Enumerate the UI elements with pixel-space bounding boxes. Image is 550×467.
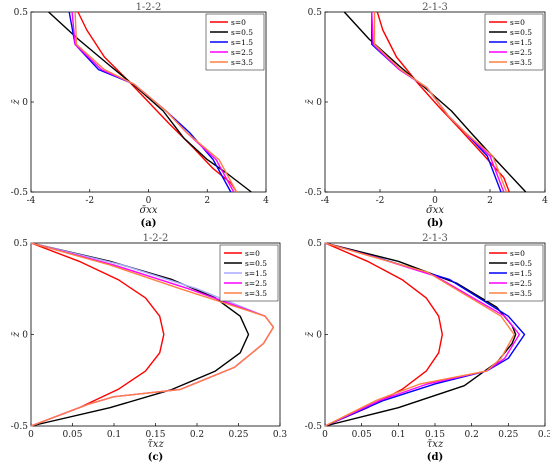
panel-title: 1-2-2 — [136, 2, 162, 13]
series-line — [74, 11, 238, 193]
legend-label: s=1.5 — [510, 269, 532, 278]
x-tick-label: 0 — [432, 196, 438, 206]
legend-label: s=2.5 — [245, 279, 267, 288]
x-axis-label: τ̄xz — [427, 439, 444, 450]
series-line — [30, 242, 165, 427]
legend-label: s=3.5 — [245, 289, 267, 298]
x-tick-label: 2 — [204, 196, 210, 206]
legend-label: s=1.5 — [231, 38, 253, 47]
x-axis-label: σ̄xx — [139, 205, 157, 216]
series-line — [30, 242, 250, 427]
x-axis-label: τ̄xz — [147, 439, 164, 450]
x-tick-label: 0.2 — [190, 430, 204, 440]
x-axis-label: σ̄xx — [426, 205, 444, 216]
x-tick-label: 0 — [322, 430, 328, 440]
x-tick-label: 0 — [146, 196, 152, 206]
y-tick-label: 0.5 — [14, 239, 29, 249]
series-line — [376, 11, 510, 193]
legend-label: s=0 — [245, 249, 260, 258]
legend-label: s=0.5 — [231, 28, 253, 37]
legend: s=0s=0.5s=1.5s=2.5s=3.5 — [219, 244, 279, 302]
legend: s=0s=0.5s=1.5s=2.5s=3.5 — [205, 13, 265, 71]
panel-label: (a) — [141, 218, 157, 229]
legend-label: s=0.5 — [510, 259, 532, 268]
legend-label: s=2.5 — [231, 48, 253, 57]
legend-label: s=2.5 — [510, 48, 532, 57]
legend-label: s=3.5 — [231, 58, 253, 67]
x-tick-label: 0.1 — [391, 430, 405, 440]
legend-label: s=1.5 — [510, 38, 532, 47]
legend-label: s=1.5 — [245, 269, 267, 278]
x-tick-label: 0.25 — [228, 430, 248, 440]
y-axis-label: z̄ — [305, 99, 316, 106]
legend-label: s=0 — [510, 249, 525, 258]
legend-label: s=3.5 — [510, 289, 532, 298]
series-line — [373, 12, 508, 193]
legend-label: s=0.5 — [510, 28, 532, 37]
y-axis-label: z̄ — [11, 331, 22, 338]
y-tick-label: -0.5 — [11, 422, 29, 432]
panel-label: (d) — [427, 452, 443, 463]
legend-label: s=0 — [231, 18, 246, 27]
x-tick-label: 0.25 — [498, 430, 518, 440]
x-tick-label: 0.05 — [352, 430, 372, 440]
panel-title: 2-1-3 — [422, 233, 448, 244]
panel-title: 1-2-2 — [143, 233, 169, 244]
x-tick-label: 0.05 — [62, 430, 82, 440]
x-tick-label: -4 — [321, 196, 330, 206]
y-tick-label: 0 — [316, 98, 322, 108]
y-axis-label: z̄ — [11, 99, 22, 106]
series-line — [324, 242, 515, 427]
panel-c: 0 0.05 0.1 0.15 0.2 0.25 0.3-0.500.5 1-2-2τ̄xzz… — [11, 233, 288, 463]
y-axis-label: z̄ — [305, 331, 316, 338]
y-tick-label: -0.5 — [305, 188, 323, 198]
legend-label: s=2.5 — [510, 279, 532, 288]
legend-label: s=0 — [510, 18, 525, 27]
series-line — [371, 12, 502, 193]
y-tick-label: 0.5 — [308, 239, 323, 249]
panel-d: 0 0.05 0.1 0.15 0.2 0.25 0.3-0.500.5 2-1-3τ̄xzz… — [305, 233, 550, 463]
y-tick-label: 0 — [22, 98, 28, 108]
x-tick-label: -4 — [27, 196, 36, 206]
y-tick-label: 0 — [22, 331, 28, 341]
x-tick-label: 4 — [542, 196, 548, 206]
x-tick-label: -2 — [85, 196, 94, 206]
x-tick-label: 0.1 — [107, 430, 121, 440]
x-tick-label: 0.3 — [273, 430, 288, 440]
series-line — [30, 242, 275, 427]
x-tick-label: 0.15 — [425, 430, 445, 440]
legend: s=0s=0.5s=1.5s=2.5s=3.5 — [484, 244, 544, 302]
y-tick-label: -0.5 — [11, 188, 29, 198]
x-tick-label: 0 — [28, 430, 34, 440]
x-tick-label: 0.15 — [145, 430, 165, 440]
panel-title: 2-1-3 — [422, 2, 448, 13]
x-tick-label: -2 — [376, 196, 385, 206]
panel-label: (c) — [148, 452, 164, 463]
y-tick-label: -0.5 — [305, 422, 323, 432]
x-tick-label: 4 — [263, 196, 269, 206]
x-tick-label: 0.3 — [538, 430, 550, 440]
legend-label: s=0.5 — [245, 259, 267, 268]
x-tick-label: 2 — [487, 196, 493, 206]
y-tick-label: 0.5 — [308, 8, 323, 18]
legend: s=0s=0.5s=1.5s=2.5s=3.5 — [484, 13, 544, 71]
panel-a: -4 -2 0 2 4 -0.5 0 0.5 1-2-2 σ̄xx z̄ (a) s=0s=0.5s=1… — [11, 2, 269, 229]
panel-b: -4 -2 0 2 4 -0.5 0 0.5 2-1-3 σ̄xx z̄ (b) s=0s=0.5s=1… — [305, 2, 548, 229]
legend-label: s=3.5 — [510, 58, 532, 67]
panel-label: (b) — [427, 218, 443, 229]
y-tick-label: 0.5 — [14, 8, 29, 18]
y-tick-label: 0 — [316, 331, 322, 341]
x-tick-label: 0.2 — [465, 430, 479, 440]
